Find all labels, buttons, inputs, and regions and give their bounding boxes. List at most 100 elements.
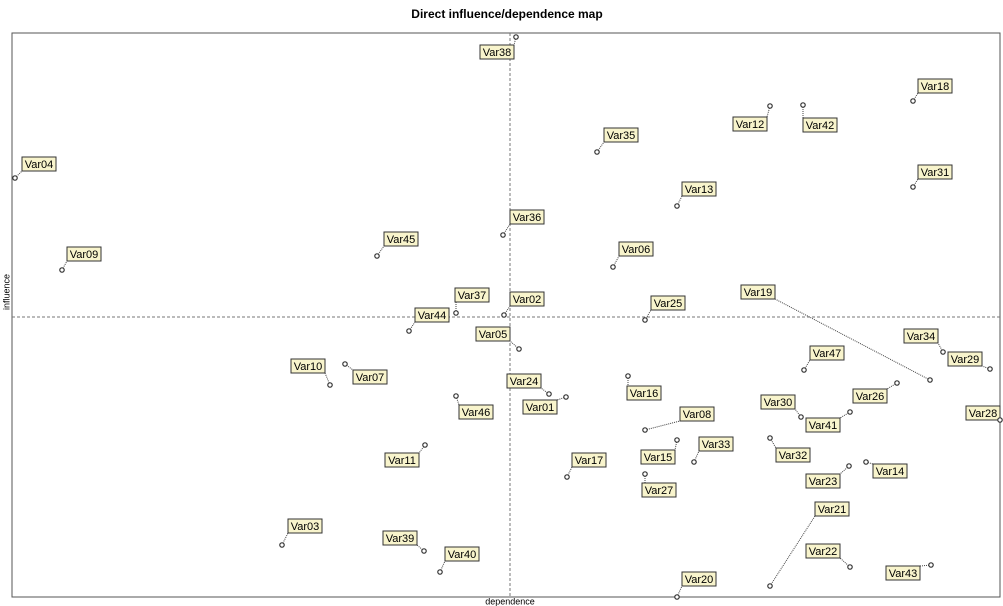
point [674,203,680,209]
label-box [805,417,841,433]
point [406,328,412,334]
point [910,98,916,104]
label-box [965,405,1001,421]
point-label: Var07 [356,372,385,384]
point [546,391,552,397]
point-label: Var37 [458,290,487,302]
point-label: Var35 [607,130,636,142]
point-label: Var33 [702,439,731,451]
point [691,459,697,465]
point [421,548,427,554]
label-box [802,117,838,133]
point [928,562,934,568]
label-box [626,385,662,401]
label-box [21,156,57,172]
point [767,583,773,589]
label-box [506,373,542,389]
point [847,409,853,415]
leader-line [416,544,425,552]
label-box [679,406,715,422]
label-box [805,473,841,489]
leader-line [674,439,678,451]
point-label: Var20 [685,574,714,586]
point [800,102,806,108]
point [642,317,648,323]
point [927,377,933,383]
label-box [641,482,677,498]
point [801,367,807,373]
point-label: Var29 [951,354,980,366]
point-label: Var02 [513,294,542,306]
point-label: Var40 [448,549,477,561]
point [437,569,443,575]
label-box [640,449,676,465]
point [500,232,506,238]
point-label: Var23 [809,476,838,488]
point-label: Var31 [921,167,950,179]
point-label: Var06 [622,244,651,256]
label-box [66,246,102,262]
point-label: Var43 [889,568,918,580]
label-box [509,291,545,307]
label-box [618,241,654,257]
point [564,474,570,480]
point-label: Var30 [764,397,793,409]
point [940,349,946,355]
point-label: Var36 [513,212,542,224]
leader-line [455,395,460,406]
label-box [740,284,776,300]
label-box [947,351,983,367]
label-box [681,181,717,197]
leader-line [540,387,550,395]
label-box [522,399,558,415]
point [374,253,380,259]
point [453,310,459,316]
point [516,346,522,352]
point-label: Var04 [25,159,54,171]
point [59,267,65,273]
label-box [382,530,418,546]
point [563,394,569,400]
leader-line [644,420,681,431]
point-label: Var01 [526,402,555,414]
point [422,442,428,448]
point [767,103,773,109]
point-label: Var18 [921,81,950,93]
leader-line [981,365,991,370]
label-box [732,116,768,132]
point-label: Var24 [510,376,539,388]
point-label: Var19 [744,287,773,299]
label-box [479,44,515,60]
label-box [917,78,953,94]
leader-line [937,342,944,353]
label-box [384,452,420,468]
label-box [290,358,326,374]
point [12,175,18,181]
point [642,427,648,433]
point-label: Var14 [876,466,905,478]
label-box [571,452,607,468]
label-box [458,404,494,420]
label-box [383,231,419,247]
label-box [414,307,450,323]
point [997,417,1003,423]
label-box [287,518,323,534]
point-label: Var11 [388,455,416,467]
point-label: Var05 [479,329,508,341]
leader-line [912,92,919,102]
point-label: Var32 [779,450,808,462]
point [767,435,773,441]
label-box [809,345,845,361]
point [674,437,680,443]
leader-line [865,461,874,465]
point-label: Var45 [387,234,416,246]
label-box [805,543,841,559]
point-label: Var08 [683,409,712,421]
label-box [814,501,850,517]
label-box [650,295,686,311]
point-label: Var46 [462,407,491,419]
point-label: Var41 [809,420,838,432]
point-label: Var10 [294,361,323,373]
